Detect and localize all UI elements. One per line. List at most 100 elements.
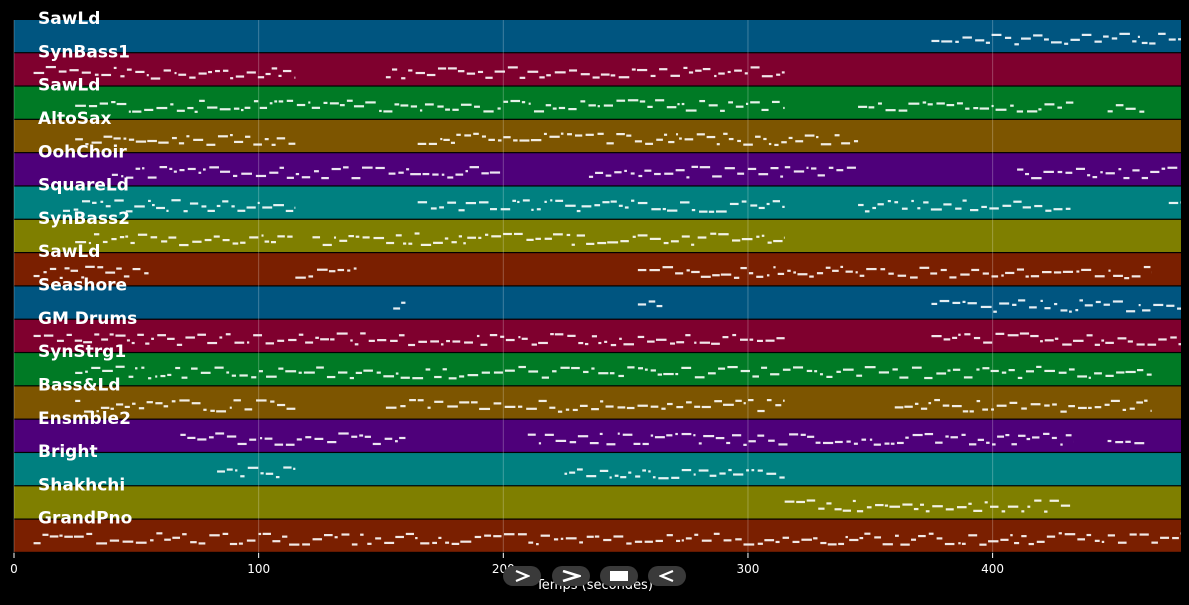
note (440, 343, 444, 346)
note (235, 75, 245, 78)
note (240, 475, 245, 478)
note (616, 99, 626, 102)
note (474, 535, 482, 539)
play-backward-button[interactable] (648, 566, 686, 586)
note (208, 436, 214, 439)
note (1057, 106, 1063, 109)
note (627, 99, 639, 102)
note (116, 267, 122, 270)
note (1072, 339, 1084, 342)
note (662, 266, 674, 269)
note (694, 376, 705, 379)
note (452, 108, 459, 111)
note (708, 210, 715, 213)
note (298, 333, 304, 336)
note (102, 240, 108, 244)
note (696, 133, 705, 136)
note (1075, 309, 1079, 312)
note (610, 343, 617, 347)
note (222, 69, 229, 72)
note (172, 536, 181, 539)
note (311, 106, 321, 109)
note (460, 540, 472, 543)
stop-button[interactable] (600, 566, 638, 586)
fast-forward-button[interactable] (552, 566, 590, 586)
note (766, 274, 770, 277)
note (276, 137, 286, 140)
note (163, 69, 171, 72)
note (477, 70, 484, 74)
note (950, 436, 958, 439)
note (158, 141, 169, 144)
note (842, 509, 852, 512)
note (372, 442, 381, 446)
note (761, 366, 768, 369)
note (261, 234, 264, 237)
note (885, 109, 896, 112)
note (469, 166, 479, 169)
note (552, 107, 557, 110)
note (197, 438, 207, 441)
note (780, 175, 784, 178)
note (984, 501, 988, 504)
note (955, 40, 959, 43)
note (650, 405, 659, 408)
note (530, 139, 542, 142)
note (750, 204, 758, 207)
note (239, 374, 248, 377)
note (604, 340, 608, 343)
note (315, 336, 319, 339)
note (116, 403, 124, 406)
note (341, 533, 350, 536)
note (137, 233, 148, 236)
note (1019, 332, 1030, 335)
note (1005, 433, 1010, 437)
note (554, 333, 564, 336)
note (686, 401, 692, 404)
note (493, 371, 503, 374)
note (1017, 168, 1024, 171)
note (422, 172, 430, 176)
note (64, 535, 73, 538)
note (853, 140, 859, 143)
note (1138, 303, 1141, 307)
note (441, 173, 445, 176)
note (265, 472, 274, 475)
note (446, 339, 450, 343)
note (337, 268, 345, 272)
note (1007, 505, 1019, 508)
note (714, 74, 717, 78)
note (804, 134, 815, 137)
note (132, 267, 141, 271)
note (1077, 375, 1088, 378)
note (33, 542, 41, 545)
note (150, 77, 161, 80)
note (945, 435, 949, 438)
note (743, 543, 755, 546)
note (1146, 373, 1152, 376)
note (1084, 304, 1093, 307)
note (185, 336, 195, 339)
play-forward-button[interactable] (503, 566, 541, 586)
note (975, 39, 985, 42)
note (1088, 406, 1092, 410)
note (718, 367, 726, 370)
note (544, 237, 552, 240)
note (816, 272, 824, 275)
note (167, 373, 172, 377)
track-label: Bright (38, 442, 98, 462)
note (88, 241, 92, 245)
note (180, 433, 186, 436)
note (1087, 174, 1091, 177)
note (245, 135, 251, 138)
note (680, 201, 690, 204)
note (1040, 340, 1043, 343)
note (45, 65, 56, 69)
note (388, 172, 396, 175)
note (405, 532, 414, 536)
note (877, 203, 884, 206)
note (1042, 270, 1052, 274)
note (415, 71, 425, 75)
note (781, 71, 785, 74)
note (898, 109, 908, 112)
